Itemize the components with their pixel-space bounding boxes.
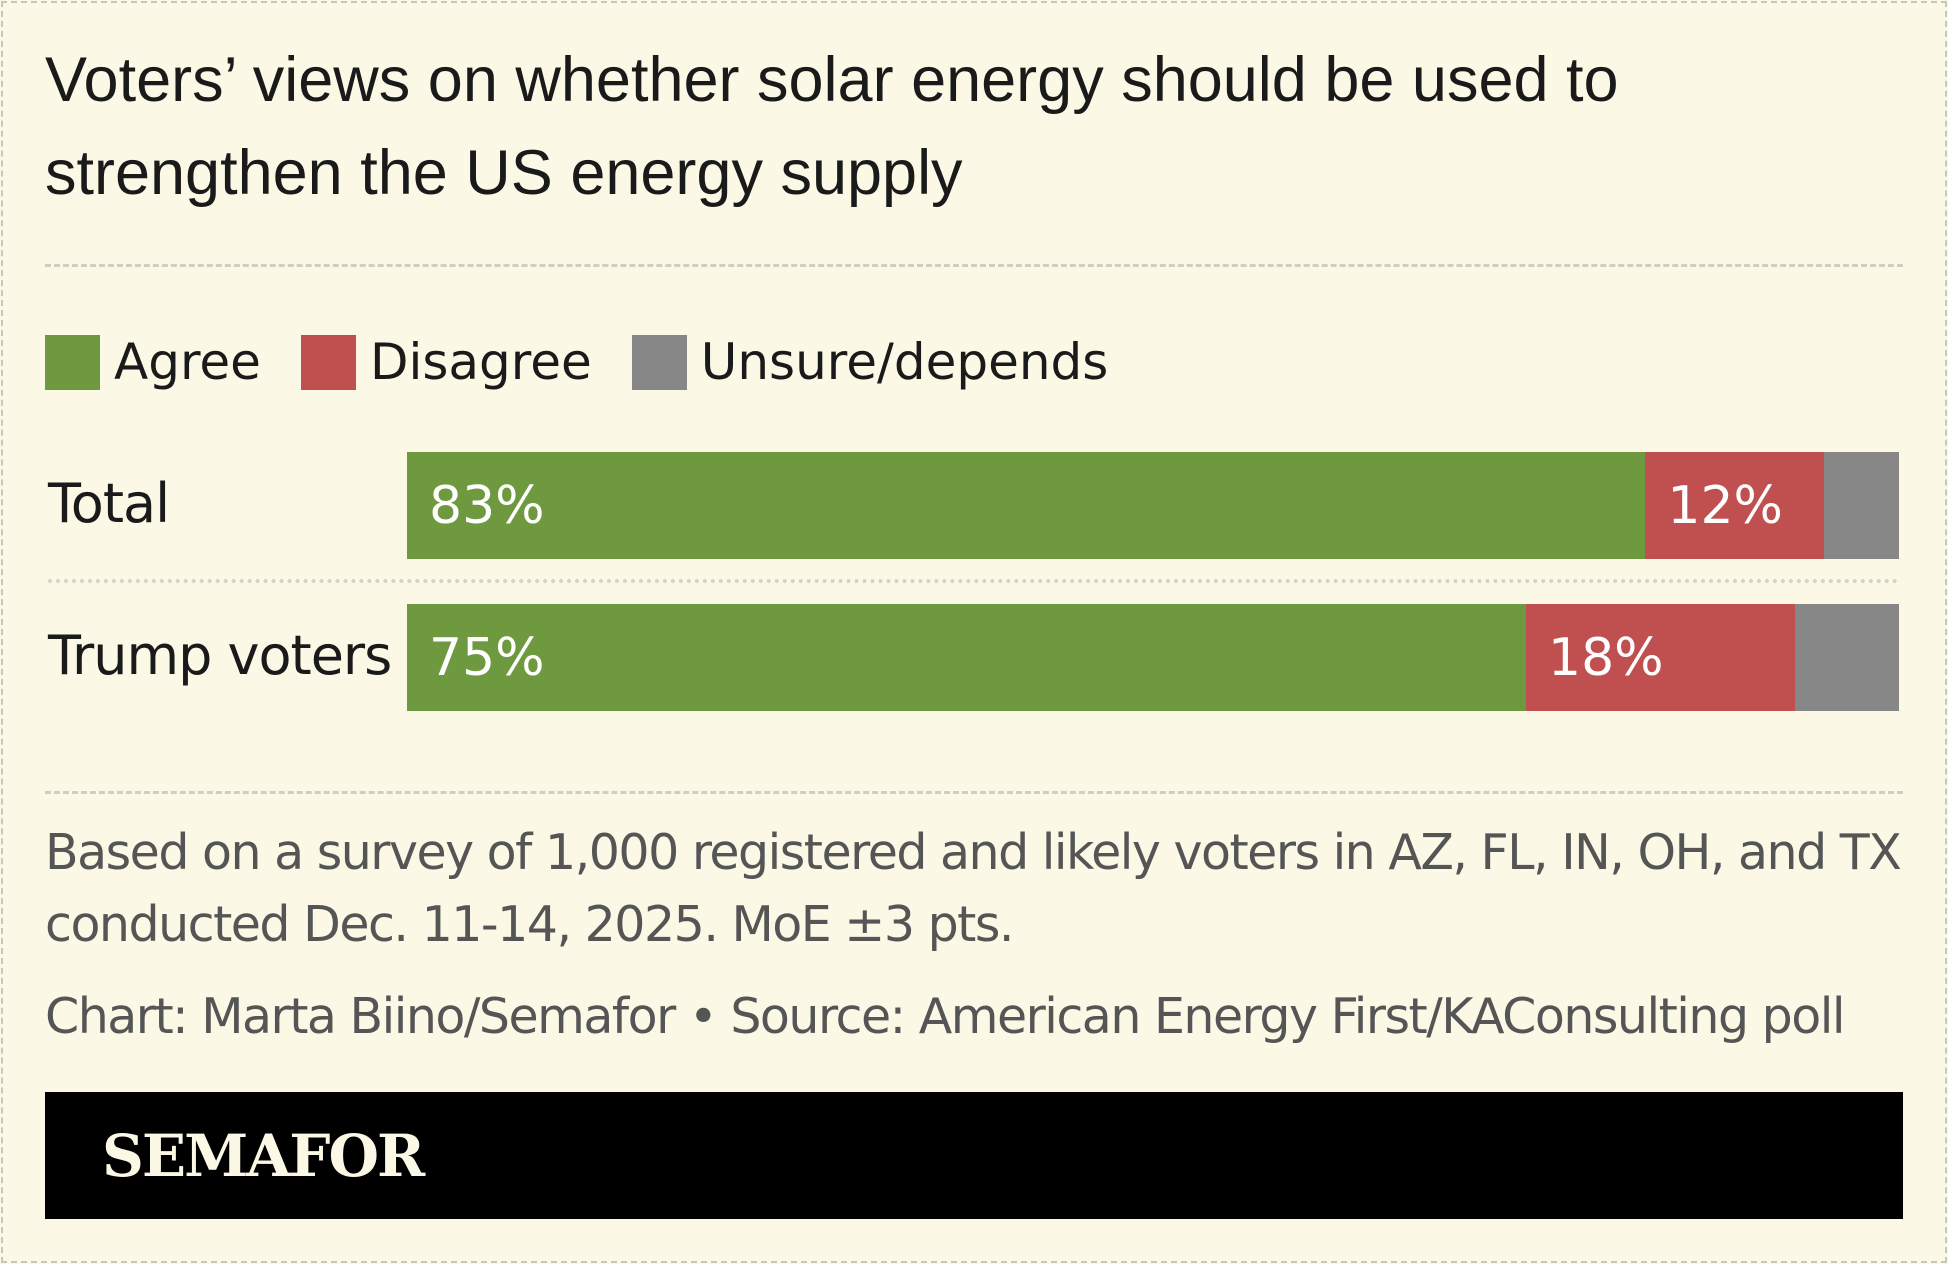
data-label: 75% xyxy=(429,627,545,688)
legend-item: Agree xyxy=(45,333,261,391)
legend-label: Unsure/depends xyxy=(700,333,1109,391)
row-separator xyxy=(48,579,1899,583)
bar-segment-disagree: 18% xyxy=(1526,604,1795,711)
credit-line: Chart: Marta Biino/Semafor • Source: Ame… xyxy=(45,988,1845,1045)
legend-label: Disagree xyxy=(369,333,592,391)
divider xyxy=(45,264,1903,267)
legend-swatch xyxy=(631,334,687,390)
brand-footer: SEMAFOR xyxy=(45,1092,1903,1219)
legend-item: Unsure/depends xyxy=(631,333,1109,391)
legend-item: Disagree xyxy=(300,333,592,391)
legend: Agree Disagree Unsure/depends xyxy=(45,333,1148,391)
data-label: 18% xyxy=(1548,627,1664,688)
semafor-logo: SEMAFOR xyxy=(102,1122,425,1190)
stacked-bar: 75% 18% xyxy=(407,604,1899,711)
chart-title: Voters’ views on whether solar energy sh… xyxy=(45,45,1619,208)
footnote-line-1: Based on a survey of 1,000 registered an… xyxy=(45,824,1902,881)
bar-segment-disagree: 12% xyxy=(1645,452,1825,559)
data-label: 83% xyxy=(429,475,545,536)
data-label: 12% xyxy=(1667,475,1783,536)
category-label: Total xyxy=(48,472,170,535)
stacked-bar: 83% 12% xyxy=(407,452,1899,559)
bar-segment-unsure-depends xyxy=(1794,604,1899,711)
legend-swatch xyxy=(45,334,100,390)
legend-label: Agree xyxy=(114,333,261,391)
footnote-line-2: conducted Dec. 11-14, 2025. MoE ±3 pts. xyxy=(45,896,1015,953)
bar-segment-agree: 75% xyxy=(407,604,1526,711)
bar-segment-agree: 83% xyxy=(407,452,1646,559)
bar-segment-unsure-depends xyxy=(1824,452,1899,559)
category-label: Trump voters xyxy=(48,624,392,687)
legend-swatch xyxy=(300,334,356,390)
divider xyxy=(45,791,1903,794)
